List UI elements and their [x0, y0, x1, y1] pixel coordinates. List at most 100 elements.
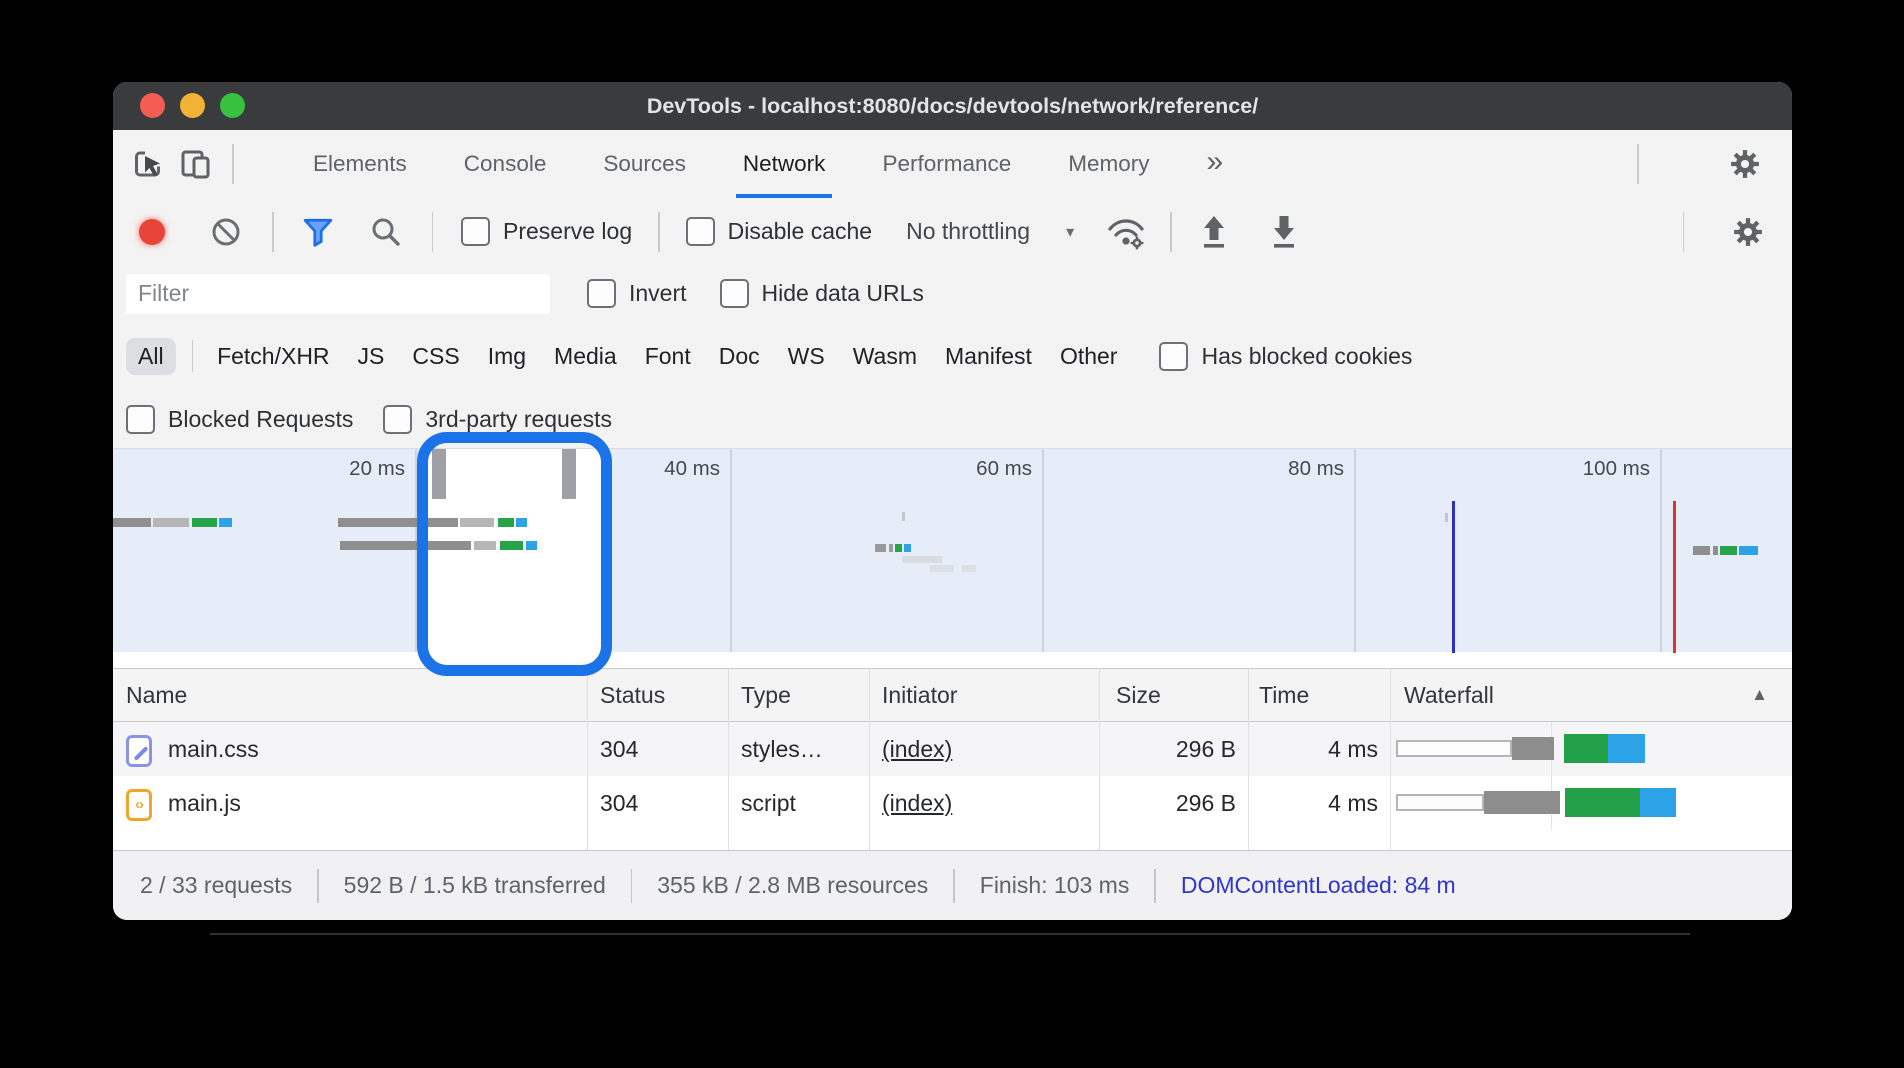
chip-fetch-xhr[interactable]: Fetch/XHR	[217, 342, 330, 369]
column-header-time[interactable]: Time	[1259, 682, 1310, 708]
panel-tabs: Elements Console Sources Network Perform…	[313, 130, 1223, 198]
column-separator[interactable]	[869, 668, 870, 850]
requests-summary: 2 / 33 requests	[140, 872, 293, 898]
disable-cache-checkbox[interactable]	[685, 217, 715, 246]
column-separator[interactable]	[728, 668, 729, 850]
waterfall-gridline	[1551, 722, 1552, 830]
record-network-log-icon[interactable]	[139, 218, 165, 245]
invert-checkbox[interactable]	[587, 279, 616, 308]
hide-data-urls-checkbox[interactable]	[719, 279, 749, 308]
search-icon[interactable]	[370, 216, 402, 248]
column-header-status[interactable]: Status	[600, 682, 666, 708]
transferred-summary: 592 B / 1.5 kB transferred	[343, 872, 606, 898]
disable-cache-label: Disable cache	[727, 218, 873, 244]
filter-row: Invert Hide data URLs	[113, 265, 1792, 322]
column-header-size[interactable]: Size	[1116, 682, 1161, 708]
tab-network[interactable]: Network	[735, 130, 832, 198]
toolbar-divider	[431, 211, 433, 252]
chip-doc[interactable]: Doc	[718, 342, 760, 369]
tab-console[interactable]: Console	[463, 151, 547, 176]
overview-bar	[516, 518, 527, 527]
request-row-main-js[interactable]: ‹› main.js 304 script (index) 296 B 4 ms	[113, 776, 1792, 830]
column-separator[interactable]	[1099, 668, 1100, 850]
clear-network-log-icon[interactable]	[210, 216, 242, 248]
overview-bar	[340, 541, 471, 550]
tab-memory[interactable]: Memory	[1068, 151, 1150, 176]
selection-left-handle[interactable]	[432, 449, 446, 499]
overview-bar	[962, 565, 976, 572]
import-har-icon[interactable]	[1198, 214, 1230, 250]
chip-css[interactable]: CSS	[412, 342, 460, 369]
status-divider	[1154, 868, 1156, 903]
overview-tick-label: 60 ms	[976, 457, 1032, 480]
column-separator[interactable]	[587, 668, 588, 850]
overview-gridline	[730, 449, 732, 653]
has-blocked-cookies-checkbox[interactable]	[1159, 341, 1189, 371]
throttling-dropdown-arrow[interactable]: ▾	[1066, 223, 1075, 241]
sort-arrow-icon[interactable]: ▲	[1751, 685, 1768, 704]
preserve-log-checkbox[interactable]	[461, 217, 490, 246]
blocked-requests-label: Blocked Requests	[168, 405, 354, 432]
request-initiator-link[interactable]: (index)	[882, 736, 953, 762]
status-divider	[953, 868, 955, 903]
export-har-icon[interactable]	[1268, 214, 1300, 250]
stylesheet-icon	[126, 734, 152, 767]
filter-funnel-icon[interactable]	[302, 216, 334, 248]
close-traffic-light[interactable]	[140, 93, 165, 118]
chip-media[interactable]: Media	[554, 342, 617, 369]
column-header-waterfall[interactable]: Waterfall	[1404, 682, 1494, 708]
minimize-traffic-light[interactable]	[180, 93, 205, 118]
overview-bar	[498, 518, 514, 527]
chip-wasm[interactable]: Wasm	[852, 342, 917, 369]
waterfall-segment	[1640, 788, 1676, 817]
chip-ws[interactable]: WS	[787, 342, 825, 369]
request-size: 296 B	[1175, 790, 1236, 816]
waterfall-segment	[1512, 737, 1554, 760]
request-row-main-css[interactable]: main.css 304 styles… (index) 296 B 4 ms	[113, 722, 1792, 776]
column-separator[interactable]	[1390, 668, 1391, 850]
more-tabs-icon[interactable]: »	[1206, 145, 1224, 178]
column-header-initiator[interactable]: Initiator	[882, 682, 958, 708]
throttling-select[interactable]: No throttling	[906, 218, 1031, 244]
request-initiator-link[interactable]: (index)	[882, 790, 953, 816]
overview-bar	[902, 512, 905, 521]
chip-other[interactable]: Other	[1059, 342, 1118, 369]
filter-input[interactable]	[126, 273, 550, 314]
device-toolbar-icon[interactable]	[178, 146, 214, 182]
chip-divider	[191, 340, 194, 372]
column-header-type[interactable]: Type	[741, 682, 791, 708]
overview-bar	[1445, 513, 1448, 522]
zoom-traffic-light[interactable]	[220, 93, 245, 118]
title-bar[interactable]: DevTools - localhost:8080/docs/devtools/…	[113, 82, 1792, 130]
chip-font[interactable]: Font	[644, 342, 691, 369]
request-status: 304	[600, 736, 639, 762]
overview-bar	[338, 518, 458, 527]
status-divider	[630, 868, 633, 903]
request-type: script	[741, 790, 796, 816]
settings-gear-icon[interactable]	[1727, 146, 1763, 182]
chip-img[interactable]: Img	[487, 342, 527, 369]
chip-manifest[interactable]: Manifest	[945, 342, 1032, 369]
chip-js[interactable]: JS	[357, 342, 385, 369]
network-overview[interactable]: 20 ms 40 ms 60 ms 80 ms 100 ms	[113, 448, 1792, 654]
blocked-requests-checkbox[interactable]	[126, 404, 155, 434]
third-party-requests-checkbox[interactable]	[383, 404, 413, 434]
toolbar-divider	[1170, 211, 1172, 252]
overview-bar	[902, 556, 942, 563]
overview-gridline	[1354, 449, 1356, 653]
waterfall-segment	[1564, 734, 1608, 763]
tab-sources[interactable]: Sources	[603, 151, 686, 176]
tab-elements[interactable]: Elements	[313, 151, 407, 176]
table-gap	[113, 652, 1792, 668]
column-header-name[interactable]: Name	[126, 682, 188, 708]
overview-bar	[889, 544, 893, 552]
column-separator[interactable]	[1248, 668, 1249, 850]
request-time: 4 ms	[1328, 790, 1378, 816]
tab-performance[interactable]: Performance	[882, 151, 1012, 176]
inspect-element-icon[interactable]	[131, 146, 167, 182]
network-settings-gear-icon[interactable]	[1732, 216, 1764, 248]
chip-all[interactable]: All	[126, 337, 176, 375]
network-conditions-icon[interactable]	[1104, 214, 1148, 250]
overview-selected-range[interactable]	[424, 449, 608, 653]
selection-right-handle[interactable]	[562, 449, 576, 499]
